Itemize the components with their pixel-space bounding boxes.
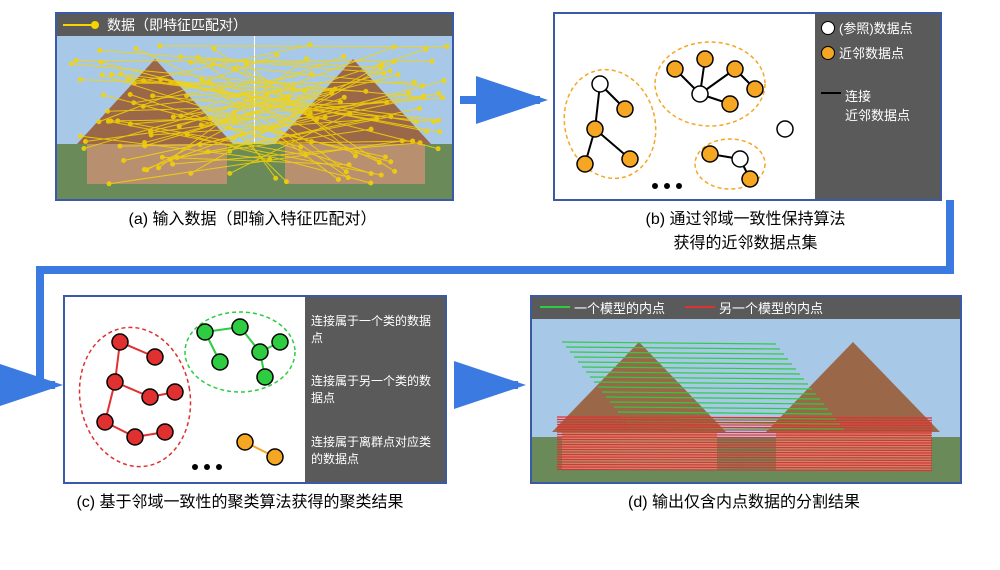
panel-d-svg: [532, 297, 960, 482]
panel-c-legend: 连接属于一个类的数据点 连接属于另一个类的数据点 连接属于离群点对应类的数据点: [305, 297, 445, 482]
legend-c3: 连接属于离群点对应类的数据点: [311, 433, 439, 467]
black-line-icon: [821, 92, 841, 94]
panel-a-svg: [57, 14, 452, 199]
orange-circle-icon: [821, 46, 835, 60]
legend-neigh-label: 近邻数据点: [839, 43, 904, 62]
caption-b: (b) 通过邻域一致性保持算法 获得的近邻数据点集: [553, 205, 938, 253]
panel-b-graph: [555, 14, 815, 199]
figure-container: 数据（即特征匹配对） (a) 输入数据（即输入特征匹配对） (参照)数据点 近邻…: [0, 0, 1000, 570]
white-circle-icon: [821, 21, 835, 35]
caption-d: (d) 输出仅含内点数据的分割结果: [530, 488, 958, 512]
panel-b-legend: (参照)数据点 近邻数据点 连接近邻数据点: [815, 14, 940, 199]
legend-conn-label: 连接近邻数据点: [845, 86, 910, 124]
legend-ref-label: (参照)数据点: [839, 18, 913, 37]
legend-c2: 连接属于另一个类的数据点: [311, 372, 439, 406]
legend-c3-label: 连接属于离群点对应类的数据点: [311, 433, 439, 467]
legend-neigh-point: 近邻数据点: [821, 43, 934, 62]
panel-a: 数据（即特征匹配对）: [55, 12, 454, 201]
legend-c2-label: 连接属于另一个类的数据点: [311, 372, 439, 406]
panel-b: (参照)数据点 近邻数据点 连接近邻数据点: [553, 12, 942, 201]
panel-c: 连接属于一个类的数据点 连接属于另一个类的数据点 连接属于离群点对应类的数据点: [63, 295, 447, 484]
panel-d: 一个模型的内点 另一个模型的内点: [530, 295, 962, 484]
caption-b-line2: 获得的近邻数据点集: [553, 229, 938, 253]
legend-c1: 连接属于一个类的数据点: [311, 312, 439, 346]
caption-a: (a) 输入数据（即输入特征匹配对）: [55, 205, 450, 229]
legend-c1-label: 连接属于一个类的数据点: [311, 312, 439, 346]
legend-ref-point: (参照)数据点: [821, 18, 934, 37]
caption-c: (c) 基于邻域一致性的聚类算法获得的聚类结果: [10, 488, 470, 512]
panel-c-graph: [65, 297, 305, 482]
legend-conn-line: 连接近邻数据点: [821, 86, 934, 124]
caption-b-line1: (b) 通过邻域一致性保持算法: [553, 205, 938, 229]
